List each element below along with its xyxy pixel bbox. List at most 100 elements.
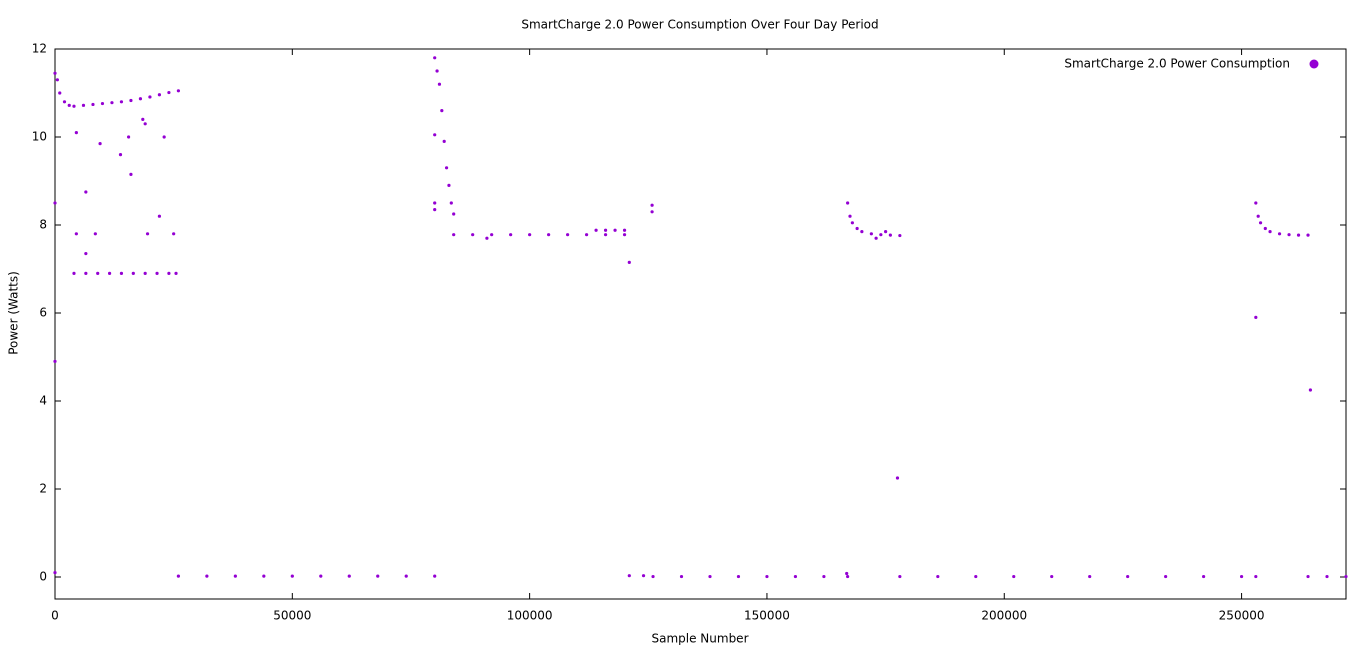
data-point (650, 210, 654, 214)
x-tick-label: 0 (51, 609, 59, 623)
data-point (162, 135, 166, 139)
data-point (433, 133, 437, 137)
data-point (641, 574, 646, 578)
data-point (874, 236, 878, 240)
y-tick-label: 8 (39, 218, 47, 232)
data-point (622, 233, 627, 237)
data-point (58, 91, 62, 95)
data-point (119, 271, 124, 275)
data-point (157, 93, 162, 97)
data-point (846, 574, 850, 579)
data-point (528, 233, 532, 237)
data-point (176, 574, 181, 578)
data-point (126, 135, 131, 139)
chart-title: SmartCharge 2.0 Power Consumption Over F… (521, 18, 878, 32)
data-point (884, 230, 888, 234)
data-point (233, 574, 237, 578)
data-point (53, 201, 57, 205)
data-point (547, 233, 551, 237)
data-point (1258, 221, 1263, 225)
data-point (895, 476, 900, 480)
data-point (627, 260, 631, 264)
data-point (129, 172, 133, 176)
data-point (1296, 233, 1301, 237)
data-point (119, 100, 124, 104)
data-point (1254, 315, 1258, 319)
data-point (1088, 574, 1092, 579)
data-point (74, 131, 78, 135)
data-point (91, 102, 95, 107)
data-point (898, 574, 902, 579)
data-point (1277, 232, 1282, 236)
data-point (679, 574, 684, 579)
data-point (84, 190, 88, 194)
data-point (566, 233, 570, 237)
data-point (433, 56, 437, 60)
data-point (172, 232, 176, 236)
data-point (155, 271, 159, 275)
data-point (974, 574, 978, 579)
data-point (143, 122, 147, 126)
data-point (262, 574, 266, 578)
data-point (860, 230, 864, 234)
legend-marker (1309, 59, 1319, 69)
legend-label: SmartCharge 2.0 Power Consumption (1064, 57, 1290, 71)
y-tick-label: 12 (32, 42, 47, 56)
data-point (110, 101, 114, 105)
data-point (74, 232, 78, 236)
data-point (143, 271, 147, 275)
data-point (55, 78, 59, 82)
data-point (433, 208, 437, 212)
data-point (1164, 574, 1168, 579)
data-point (879, 233, 883, 237)
data-point (1012, 574, 1016, 579)
data-point (584, 233, 589, 237)
data-point (1126, 574, 1130, 579)
data-point (435, 69, 439, 73)
x-tick-label: 50000 (273, 609, 311, 623)
data-point (1256, 214, 1260, 218)
y-axis-label: Power (Watts) (7, 271, 21, 355)
data-point (1306, 574, 1310, 579)
data-point (176, 89, 181, 93)
data-point (765, 574, 769, 579)
data-point (1268, 230, 1272, 234)
data-point (650, 203, 654, 207)
data-point (1306, 233, 1310, 237)
data-point (53, 71, 57, 75)
data-point (855, 226, 859, 231)
data-point (347, 574, 351, 578)
data-point (846, 201, 850, 205)
data-point (447, 183, 451, 187)
data-point (376, 574, 380, 578)
data-point (53, 571, 57, 575)
data-point (437, 82, 442, 86)
data-point (1254, 201, 1258, 205)
y-tick-label: 10 (32, 130, 47, 144)
data-point (118, 153, 123, 157)
data-point (651, 574, 655, 579)
data-point (141, 117, 145, 121)
data-point (898, 233, 902, 238)
data-point (290, 574, 294, 578)
data-point (793, 574, 798, 579)
data-point (62, 100, 67, 104)
data-point (319, 574, 323, 578)
y-tick-label: 2 (39, 482, 47, 496)
data-point (452, 212, 456, 216)
data-point (736, 574, 741, 579)
data-point (167, 90, 171, 95)
data-point (1263, 226, 1267, 231)
data-point (1325, 574, 1329, 579)
data-point (442, 139, 446, 143)
data-point (129, 98, 133, 103)
data-point (848, 214, 852, 218)
data-point (72, 104, 76, 108)
data-point (72, 271, 76, 275)
data-point (622, 228, 627, 232)
y-tick-label: 6 (39, 306, 47, 320)
data-point (205, 574, 209, 578)
x-tick-label: 150000 (744, 609, 790, 623)
plot-frame (54, 48, 1347, 600)
